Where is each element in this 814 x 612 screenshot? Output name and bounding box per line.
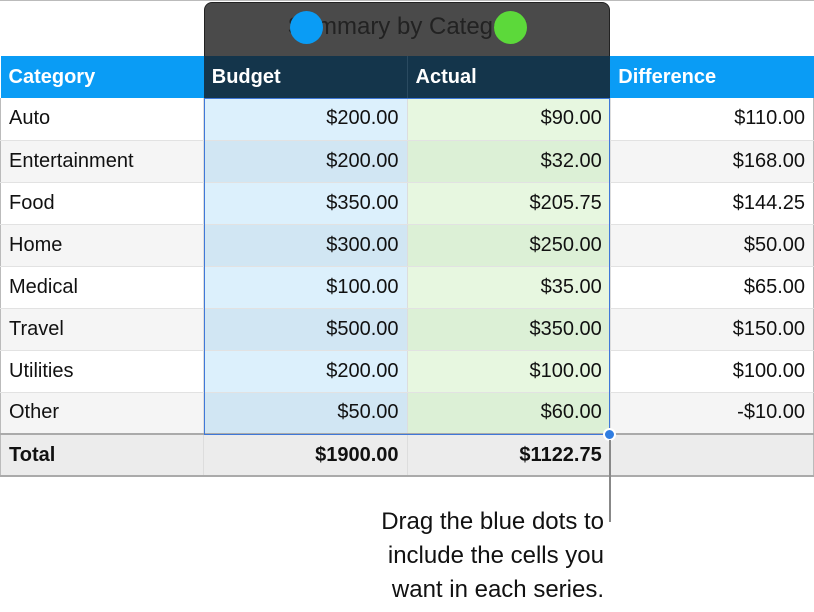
cell-budget[interactable]: $300.00 bbox=[203, 224, 408, 267]
table-row: Other $50.00 $60.00 -$10.00 bbox=[0, 392, 814, 435]
callout-line-3: want in each series. bbox=[391, 576, 604, 603]
chart-title: Summary by Category bbox=[287, 13, 527, 40]
summary-table: Category Budget Actual Difference Auto $2… bbox=[0, 56, 814, 477]
cell-actual[interactable]: $35.00 bbox=[407, 266, 611, 309]
budget-series-dot[interactable] bbox=[290, 11, 323, 44]
total-cell-difference[interactable] bbox=[610, 433, 814, 477]
total-row: Total $1900.00 $1122.75 bbox=[0, 433, 814, 477]
cell-category[interactable]: Utilities bbox=[0, 350, 205, 393]
total-cell-actual[interactable]: $1122.75 bbox=[407, 433, 611, 477]
cell-budget[interactable]: $200.00 bbox=[203, 98, 408, 141]
chart-series-overlay: Summary by Category bbox=[204, 2, 610, 56]
cell-difference[interactable]: $50.00 bbox=[610, 224, 814, 267]
table-row: Auto $200.00 $90.00 $110.00 bbox=[0, 98, 814, 141]
callout-text: Drag the blue dots to include the cells … bbox=[381, 505, 604, 607]
cell-difference[interactable]: $100.00 bbox=[610, 350, 814, 393]
callout-line-1: Drag the blue dots to bbox=[381, 508, 604, 535]
cell-category[interactable]: Medical bbox=[0, 266, 205, 309]
table-row: Home $300.00 $250.00 $50.00 bbox=[0, 224, 814, 267]
table-row: Medical $100.00 $35.00 $65.00 bbox=[0, 266, 814, 309]
header-budget[interactable]: Budget bbox=[203, 56, 408, 98]
cell-budget[interactable]: $100.00 bbox=[203, 266, 408, 309]
cell-difference[interactable]: $150.00 bbox=[610, 308, 814, 351]
cell-difference[interactable]: $168.00 bbox=[610, 140, 814, 183]
cell-difference[interactable]: $65.00 bbox=[610, 266, 814, 309]
header-difference[interactable]: Difference bbox=[610, 56, 814, 98]
top-rule bbox=[0, 0, 814, 1]
cell-actual[interactable]: $250.00 bbox=[407, 224, 611, 267]
cell-difference[interactable]: -$10.00 bbox=[610, 392, 814, 435]
cell-category[interactable]: Entertainment bbox=[0, 140, 205, 183]
table-row: Utilities $200.00 $100.00 $100.00 bbox=[0, 350, 814, 393]
cell-actual[interactable]: $32.00 bbox=[407, 140, 611, 183]
cell-budget[interactable]: $50.00 bbox=[203, 392, 408, 435]
table-row: Entertainment $200.00 $32.00 $168.00 bbox=[0, 140, 814, 183]
callout-line bbox=[609, 440, 611, 522]
cell-budget[interactable]: $200.00 bbox=[203, 140, 408, 183]
total-cell-budget[interactable]: $1900.00 bbox=[203, 433, 408, 477]
cell-actual[interactable]: $205.75 bbox=[407, 182, 611, 225]
actual-series-dot[interactable] bbox=[494, 11, 527, 44]
callout-line-2: include the cells you bbox=[387, 542, 604, 569]
cell-category[interactable]: Home bbox=[0, 224, 205, 267]
cell-actual[interactable]: $100.00 bbox=[407, 350, 611, 393]
cell-actual[interactable]: $60.00 bbox=[407, 392, 611, 435]
cell-category[interactable]: Travel bbox=[0, 308, 205, 351]
cell-budget[interactable]: $350.00 bbox=[203, 182, 408, 225]
cell-difference[interactable]: $110.00 bbox=[610, 98, 814, 141]
header-category[interactable]: Category bbox=[0, 56, 204, 98]
total-cell-category[interactable]: Total bbox=[0, 433, 205, 477]
cell-difference[interactable]: $144.25 bbox=[610, 182, 814, 225]
table-row: Food $350.00 $205.75 $144.25 bbox=[0, 182, 814, 225]
header-row: Category Budget Actual Difference bbox=[0, 56, 814, 98]
cell-category[interactable]: Food bbox=[0, 182, 205, 225]
cell-budget[interactable]: $200.00 bbox=[203, 350, 408, 393]
cell-category[interactable]: Auto bbox=[0, 98, 205, 141]
table-row: Travel $500.00 $350.00 $150.00 bbox=[0, 308, 814, 351]
cell-actual[interactable]: $350.00 bbox=[407, 308, 611, 351]
cell-category[interactable]: Other bbox=[0, 392, 205, 435]
header-actual[interactable]: Actual bbox=[407, 56, 611, 98]
cell-actual[interactable]: $90.00 bbox=[407, 98, 611, 141]
cell-budget[interactable]: $500.00 bbox=[203, 308, 408, 351]
